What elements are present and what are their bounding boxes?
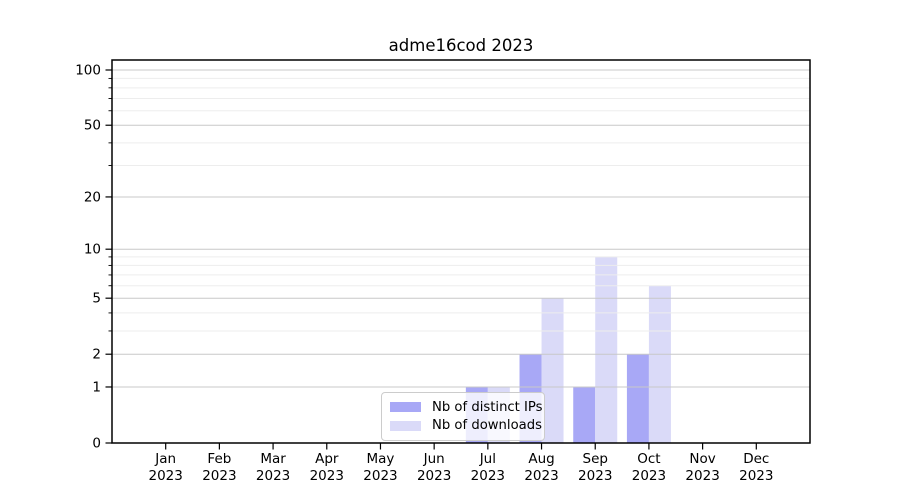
bar-distinct-ips-sep [573, 386, 596, 443]
x-tick-label-month: Jul [479, 451, 496, 467]
x-tick-label-month: Apr [315, 451, 339, 467]
legend-label-distinct-ips: Nb of distinct IPs [432, 399, 543, 415]
legend: Nb of distinct IPs Nb of downloads [381, 392, 545, 441]
x-tick-label-year: 2023 [739, 468, 773, 484]
x-tick-label-year: 2023 [256, 468, 290, 484]
bar-downloads-sep [595, 256, 618, 443]
y-tick-label: 100 [75, 63, 101, 79]
y-tick-label: 1 [92, 379, 101, 395]
x-tick-label-year: 2023 [471, 468, 505, 484]
x-tick-label-year: 2023 [310, 468, 344, 484]
legend-label-downloads: Nb of downloads [432, 418, 542, 434]
x-tick-label-month: Oct [637, 451, 660, 467]
x-tick-label-year: 2023 [363, 468, 397, 484]
x-tick-label-month: Nov [689, 451, 715, 467]
legend-item-distinct-ips: Nb of distinct IPs [390, 400, 543, 415]
y-tick-label: 50 [84, 118, 101, 134]
bar-downloads-oct [648, 285, 671, 443]
y-tick-label: 0 [92, 436, 101, 452]
y-tick-label: 20 [84, 189, 101, 205]
x-tick-label-year: 2023 [632, 468, 666, 484]
legend-item-downloads: Nb of downloads [390, 418, 542, 433]
x-tick-label-month: Feb [207, 451, 231, 467]
x-tick-label-month: Jun [423, 451, 445, 467]
x-tick-label-year: 2023 [202, 468, 236, 484]
x-tick-label-month: Aug [528, 451, 554, 467]
x-tick-label-year: 2023 [685, 468, 719, 484]
x-tick-label-month: Dec [743, 451, 769, 467]
x-tick-label-month: Jan [154, 451, 176, 467]
chart-title: adme16cod 2023 [388, 36, 534, 55]
bar-downloads-aug [541, 298, 564, 443]
x-tick-label-month: Mar [260, 451, 286, 467]
bar-distinct-ips-oct [626, 354, 649, 443]
y-tick-label: 5 [92, 291, 101, 307]
x-tick-label-year: 2023 [524, 468, 558, 484]
legend-swatch-downloads [390, 420, 421, 431]
x-tick-label-year: 2023 [578, 468, 612, 484]
x-tick-label-month: May [367, 451, 395, 467]
x-tick-label-year: 2023 [417, 468, 451, 484]
x-tick-label-month: Sep [583, 451, 608, 467]
x-tick-label-year: 2023 [149, 468, 183, 484]
y-tick-label: 2 [92, 347, 101, 363]
legend-swatch-distinct-ips [390, 402, 421, 413]
plot-border [111, 59, 811, 444]
y-tick-label: 10 [84, 242, 101, 258]
